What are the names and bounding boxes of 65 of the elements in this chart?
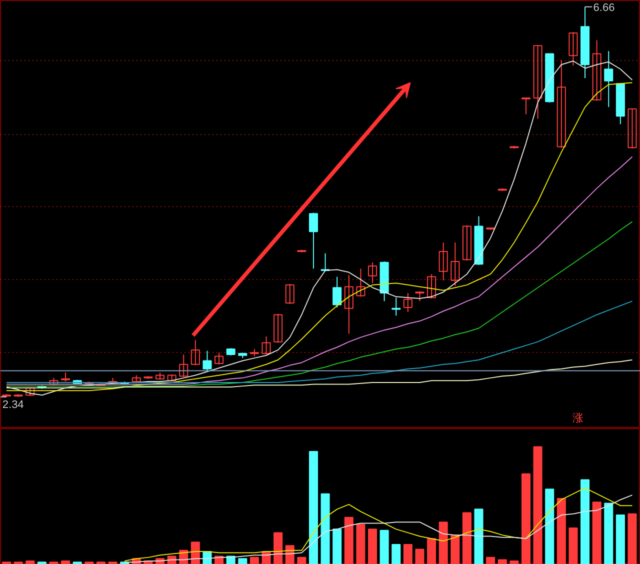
- bar: [308, 450, 318, 564]
- bar: [274, 532, 283, 564]
- bar: [498, 559, 507, 564]
- bar: [344, 516, 354, 564]
- candlestick: [285, 284, 294, 304]
- bar: [320, 493, 330, 564]
- bar: [450, 534, 460, 564]
- candlestick: [61, 372, 70, 382]
- bar: [462, 512, 472, 564]
- bar: [415, 548, 424, 564]
- bar: [616, 514, 625, 564]
- candlestick: [190, 340, 200, 366]
- candlestick: [274, 313, 283, 344]
- bar: [568, 528, 578, 564]
- bar: [368, 528, 378, 564]
- bar: [533, 446, 542, 564]
- candlestick: [521, 98, 530, 115]
- candlestick: [628, 108, 637, 150]
- bar: [580, 479, 590, 564]
- candlestick: [262, 336, 271, 355]
- candlestick: [462, 224, 472, 262]
- bar: [628, 513, 637, 564]
- candlestick: [308, 212, 318, 270]
- bar: [380, 530, 389, 564]
- candlestick: [356, 268, 366, 298]
- candlestick: [568, 32, 578, 66]
- candlestick: [604, 50, 614, 108]
- annotation: 2.34: [2, 398, 24, 411]
- candlestick: [403, 292, 412, 313]
- candlestick: [533, 45, 542, 120]
- candlestick: [344, 274, 354, 334]
- bar: [403, 544, 412, 564]
- candlestick: [332, 276, 342, 308]
- bar: [26, 560, 35, 564]
- candlestick: [415, 290, 424, 302]
- bar: [356, 524, 366, 564]
- bar: [392, 544, 401, 564]
- bar: [604, 502, 614, 564]
- bar: [556, 498, 566, 564]
- bar: [486, 556, 496, 564]
- annotation: 6.66: [593, 2, 615, 14]
- bar: [438, 522, 448, 564]
- bar: [297, 556, 306, 564]
- candlestick: [392, 297, 401, 316]
- candlestick: [450, 242, 460, 286]
- candlestick: [592, 40, 602, 102]
- bar: [474, 508, 484, 564]
- bar: [521, 473, 530, 564]
- bar: [250, 556, 259, 564]
- candlestick: [214, 352, 224, 365]
- bar: [238, 558, 248, 564]
- annotation: 涨: [572, 412, 584, 424]
- bar: [592, 502, 602, 564]
- candlestick: [202, 350, 212, 372]
- bar: [510, 560, 519, 564]
- bar: [61, 560, 70, 564]
- bar: [545, 488, 554, 564]
- candlestick: [179, 354, 188, 378]
- candlestick: [368, 262, 378, 284]
- bar: [190, 542, 200, 564]
- candlestick: [556, 60, 566, 148]
- bar: [427, 538, 436, 564]
- bar: [332, 528, 342, 564]
- candlestick: [438, 242, 448, 281]
- candlestick: [427, 274, 436, 299]
